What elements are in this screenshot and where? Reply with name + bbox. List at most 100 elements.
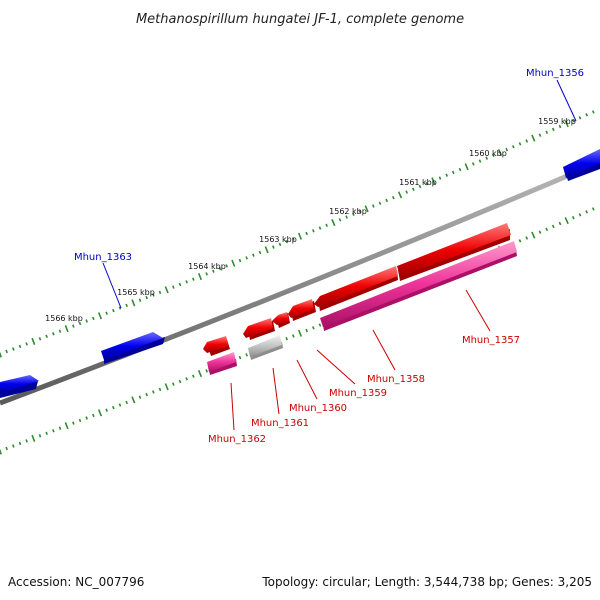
inner-tick-29 (192, 374, 195, 378)
outer-tick-49 (325, 223, 328, 227)
outer-tick-5 (31, 337, 36, 345)
outer-tick-45 (297, 232, 303, 240)
leader-mhun-1357 (465, 289, 491, 332)
gene-mhun-1359[interactable] (288, 299, 316, 321)
inner-tick-26 (172, 382, 175, 386)
gene-mhun-1362-red[interactable] (203, 336, 230, 356)
outer-tick-56 (372, 204, 375, 208)
gene-mhun-1363[interactable] (101, 332, 165, 364)
inner-tick-23 (152, 390, 155, 394)
outer-tick-32 (212, 269, 215, 273)
gene-mhun-1357-red[interactable] (397, 223, 511, 281)
outer-tick-61 (405, 190, 408, 194)
outer-tick-34 (225, 264, 228, 268)
outer-tick-19 (125, 303, 128, 308)
inner-tick-47 (312, 326, 315, 330)
gene-mhun-1356[interactable] (563, 149, 600, 181)
inner-tick-17 (112, 405, 115, 410)
outer-tick-18 (118, 306, 122, 310)
outer-tick-46 (305, 231, 308, 236)
gene-left-edge[interactable] (0, 375, 39, 398)
outer-tick-40 (264, 246, 269, 254)
outer-tick-17 (112, 308, 115, 313)
outer-tick-71 (471, 162, 475, 166)
outer-tick-22 (145, 295, 148, 300)
inner-tick-45 (297, 329, 303, 337)
inner-tick-14 (92, 413, 95, 418)
gene-label-mhun-1362[interactable]: Mhun_1362 (208, 434, 266, 445)
scale-label-1566: 1566 kbp (45, 314, 83, 323)
cds-mhun-1361[interactable] (248, 335, 283, 360)
gene-features (0, 149, 600, 398)
outer-tick-38 (252, 253, 255, 257)
inner-tick-85 (564, 217, 569, 225)
inner-tick-36 (238, 355, 242, 360)
scale-label-1564: 1564 kbp (188, 262, 226, 271)
inner-tick-89 (591, 207, 595, 211)
outer-tick-12 (78, 321, 82, 326)
outer-tick-82 (545, 130, 549, 135)
outer-tick-68 (451, 170, 455, 175)
outer-tick-70 (464, 163, 469, 171)
gene-label-mhun-1361[interactable]: Mhun_1361 (251, 418, 309, 429)
outer-tick-51 (338, 218, 342, 222)
inner-tick-82 (545, 227, 549, 232)
outer-tick-29 (192, 277, 195, 281)
gene-label-mhun-1363[interactable]: Mhun_1363 (74, 252, 132, 263)
outer-tick-39 (258, 250, 262, 255)
leader-mhun-1361 (272, 367, 280, 415)
outer-tick-24 (158, 290, 162, 295)
outer-tick-65 (431, 177, 436, 185)
outer-tick-83 (551, 127, 555, 132)
outer-tick-72 (478, 159, 482, 163)
gene-label-mhun-1359[interactable]: Mhun_1359 (329, 388, 387, 399)
inner-tick-83 (551, 224, 555, 229)
scale-label-1563: 1563 kbp (259, 235, 297, 244)
inner-tick-5 (31, 434, 36, 442)
outer-tick-75 (497, 148, 503, 157)
inner-tick-87 (578, 213, 582, 217)
outer-tick-30 (197, 273, 203, 281)
gene-label-mhun-1356[interactable]: Mhun_1356 (526, 68, 584, 79)
outer-tick-2 (12, 347, 15, 351)
inner-tick-37 (245, 353, 248, 357)
outer-tick-79 (525, 139, 529, 143)
outer-tick-4 (25, 342, 28, 346)
outer-tick-26 (172, 285, 175, 289)
scale-label-1560: 1560 kbp (469, 149, 507, 158)
map-title: Methanospirillum hungatei JF-1, complete… (136, 12, 464, 27)
outer-tick-0 (0, 351, 2, 358)
inner-tick-18 (118, 403, 122, 407)
gene-label-mhun-1357[interactable]: Mhun_1357 (462, 335, 520, 346)
inner-tick-9 (58, 426, 62, 430)
gene-mhun-1361-red[interactable] (243, 318, 275, 340)
inner-tick-25 (164, 383, 169, 391)
outer-tick-7 (45, 334, 48, 338)
outer-tick-41 (272, 245, 275, 249)
gene-label-mhun-1358[interactable]: Mhun_1358 (367, 374, 425, 385)
inner-tick-81 (538, 230, 542, 234)
inner-tick-13 (85, 416, 88, 420)
outer-tick-59 (392, 196, 395, 200)
gene-labels: Mhun_1356 Mhun_1363 Mhun_1357 Mhun_1358 … (74, 68, 584, 445)
gene-label-mhun-1360[interactable]: Mhun_1360 (289, 403, 347, 414)
scale-label-1565: 1565 kbp (117, 288, 155, 297)
gene-mhun-1360[interactable] (272, 312, 290, 328)
outer-tick-50 (331, 218, 336, 227)
outer-tick-10 (64, 325, 69, 333)
cds-mhun-1357[interactable] (320, 241, 517, 331)
outer-tick-47 (312, 229, 315, 233)
outer-tick-23 (152, 293, 155, 297)
outer-tick-55 (364, 205, 369, 213)
outer-tick-1 (5, 349, 8, 354)
inner-tick-24 (158, 387, 162, 392)
leader-mhun-1359 (316, 349, 356, 385)
leader-mhun-1356 (556, 79, 577, 122)
inner-tick-3 (18, 441, 22, 446)
outer-tick-8 (52, 332, 55, 336)
gene-mhun-1358-red[interactable] (314, 266, 398, 311)
cds-mhun-1362[interactable] (207, 352, 237, 375)
inner-tick-21 (138, 395, 142, 399)
outer-tick-63 (418, 184, 422, 189)
